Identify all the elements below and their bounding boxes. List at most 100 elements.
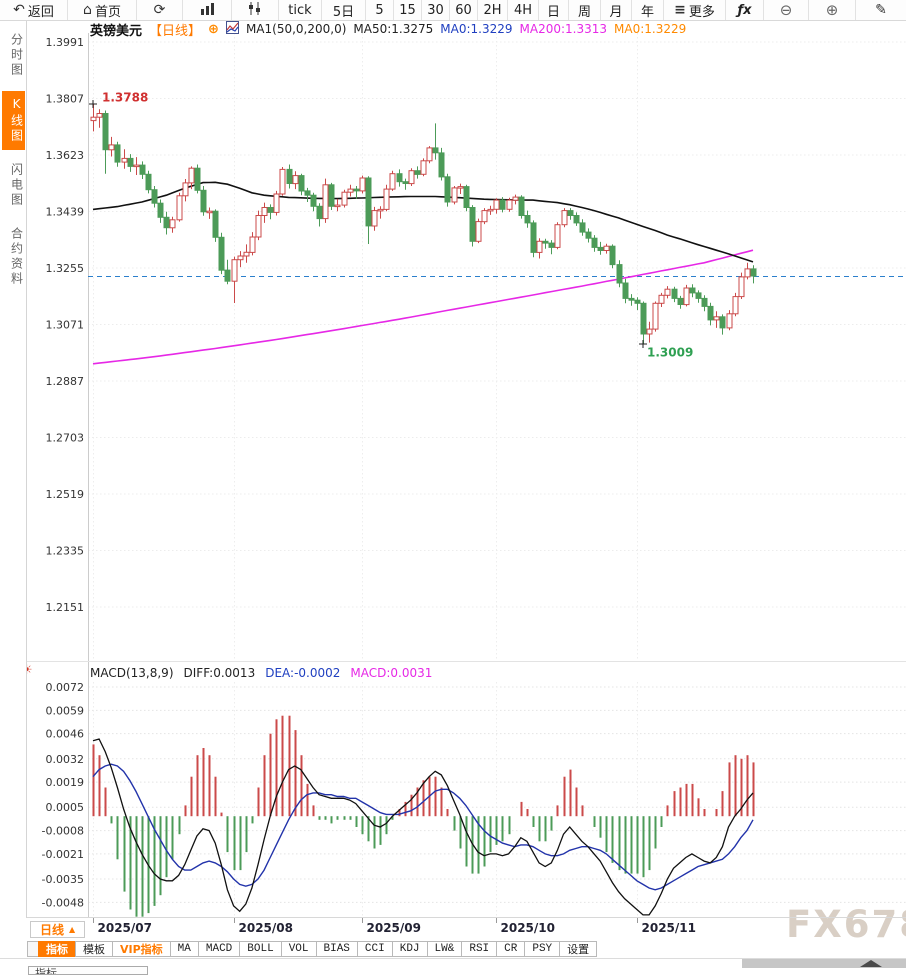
bar-chart-button[interactable] [183, 0, 232, 20]
tab-ma[interactable]: MA [169, 941, 199, 957]
mini-chart-icon[interactable] [225, 21, 239, 37]
candle [640, 301, 647, 344]
candle [127, 154, 134, 172]
candle [518, 195, 525, 219]
interval-30m[interactable]: 30 [422, 0, 450, 20]
zoom-in-button[interactable]: ⊕ [809, 0, 856, 20]
macd-dea-line [92, 763, 754, 891]
candle [707, 302, 714, 326]
candle [414, 166, 421, 179]
tab-boll[interactable]: BOLL [239, 941, 282, 957]
sidebar-item-active-K线图[interactable]: K线图 [1, 91, 25, 150]
candle [402, 178, 409, 190]
candle [176, 192, 183, 222]
panel-collapse-bar[interactable] [742, 959, 906, 968]
ma0-blue-value: MA0:1.3229 [440, 22, 513, 36]
candle [157, 199, 164, 223]
zoom-in-icon: ⊕ [825, 0, 839, 19]
tab-macd[interactable]: MACD [197, 941, 241, 957]
ma-group-label: MA1(50,0,200,0) [245, 22, 347, 36]
home-button[interactable]: ⌂ 首页 [68, 0, 137, 20]
candlestick-icon [248, 1, 262, 19]
candle [512, 194, 519, 205]
svg-text:-0.0048: -0.0048 [42, 896, 84, 909]
price-axis-labels: 1.3991 1.3807 1.3623 1.3439 1.3255 1.3071 1.28… [46, 36, 85, 614]
candle [432, 123, 439, 160]
tab-bias[interactable]: BIAS [315, 941, 358, 957]
candle [591, 235, 598, 252]
interval-year-label: 年 [640, 4, 654, 20]
macd-dea-value: DEA:-0.0002 [265, 666, 341, 680]
tab-cci[interactable]: CCI [356, 941, 393, 957]
refresh-button[interactable]: ⟳ [137, 0, 183, 20]
tab-settings[interactable]: 设置 [559, 941, 598, 957]
candle [194, 164, 201, 194]
interval-week[interactable]: 周 [569, 0, 601, 20]
candle [628, 294, 635, 306]
draw-pencil-button[interactable]: ✎ [856, 0, 906, 20]
svg-text:0.0032: 0.0032 [46, 753, 85, 766]
indicator-fx-button[interactable]: ƒx [726, 0, 764, 20]
collapse-arrow-icon [860, 960, 882, 967]
interval-year[interactable]: 年 [632, 0, 664, 20]
candle [481, 208, 488, 225]
tab-vol[interactable]: VOL [280, 941, 317, 957]
tab-indicator[interactable]: 指标 [38, 941, 76, 957]
candle [597, 241, 604, 255]
price-chart-legend: 英镑美元 【日线】 ⊕ MA1(50,0,200,0) MA50:1.3275 … [90, 21, 686, 39]
macd-value: MACD:0.0031 [350, 666, 433, 680]
chevron-up-icon: ▲ [69, 925, 76, 934]
candle [475, 218, 482, 244]
candle [603, 243, 610, 254]
candle [719, 314, 726, 335]
symbol-name[interactable]: 英镑美元 [90, 23, 143, 39]
candle [255, 210, 262, 241]
candle [310, 192, 317, 212]
candle [616, 260, 623, 288]
candle [451, 186, 458, 205]
candle [316, 203, 323, 227]
zoom-out-button[interactable]: ⊖ [764, 0, 809, 20]
tab-vip-indicator[interactable]: VIP指标 [112, 941, 171, 957]
sidebar-item-合约资料[interactable]: 合约资料 [9, 227, 24, 287]
interval-5m[interactable]: 5 [366, 0, 394, 20]
tab-kdj[interactable]: KDJ [391, 941, 428, 957]
sidebar-item-闪电图[interactable]: 闪电图 [9, 163, 24, 208]
ma200-line [92, 249, 754, 365]
interval-day[interactable]: 日 [539, 0, 569, 20]
candle [383, 184, 390, 212]
interval-2h[interactable]: 2H [478, 0, 508, 20]
barchart-icon [200, 2, 215, 19]
back-button-label: 返回 [27, 4, 54, 20]
sidebar-item-分时图[interactable]: 分时图 [9, 33, 24, 78]
high-price-label: 1.3788 [102, 90, 148, 104]
add-compare-icon[interactable]: ⊕ [208, 21, 219, 37]
tab-lw[interactable]: LW& [426, 941, 463, 957]
tab-psy[interactable]: PSY [524, 941, 561, 957]
interval-2h-label: 2H [483, 2, 502, 18]
interval-5d[interactable]: 5日 [322, 0, 366, 20]
interval-60m[interactable]: 60 [450, 0, 478, 20]
interval-5m-label: 5 [375, 2, 384, 18]
interval-month[interactable]: 月 [601, 0, 632, 20]
candlestick-button[interactable] [232, 0, 279, 20]
candle [151, 186, 158, 208]
period-selector-button[interactable]: 日线 ▲ [30, 921, 86, 938]
more-button[interactable]: ≡ 更多 [664, 0, 726, 20]
tab-template[interactable]: 模板 [75, 941, 113, 957]
x-axis-label: 2025/10 [500, 921, 555, 935]
candle [573, 212, 580, 226]
candle [524, 210, 531, 228]
fx-icon: ƒx [737, 2, 752, 18]
interval-15m[interactable]: 15 [394, 0, 422, 20]
candle [677, 295, 684, 309]
interval-tick[interactable]: tick [279, 0, 322, 20]
tab-rsi[interactable]: RSI [461, 941, 498, 957]
candle [371, 206, 378, 231]
macd-legend: MACD(13,8,9) DIFF:0.0013 DEA:-0.0002 MAC… [90, 665, 432, 681]
top-toolbar: ↶ 返回 ⌂ 首页 ⟳ tick 5日 5 15 30 60 2H 4H 日周月年 ≡ 更多 ƒx ⊖ ⊕ ✎ [0, 0, 906, 21]
tab-cr[interactable]: CR [496, 941, 526, 957]
interval-4h[interactable]: 4H [508, 0, 539, 20]
back-button[interactable]: ↶ 返回 [0, 0, 68, 20]
